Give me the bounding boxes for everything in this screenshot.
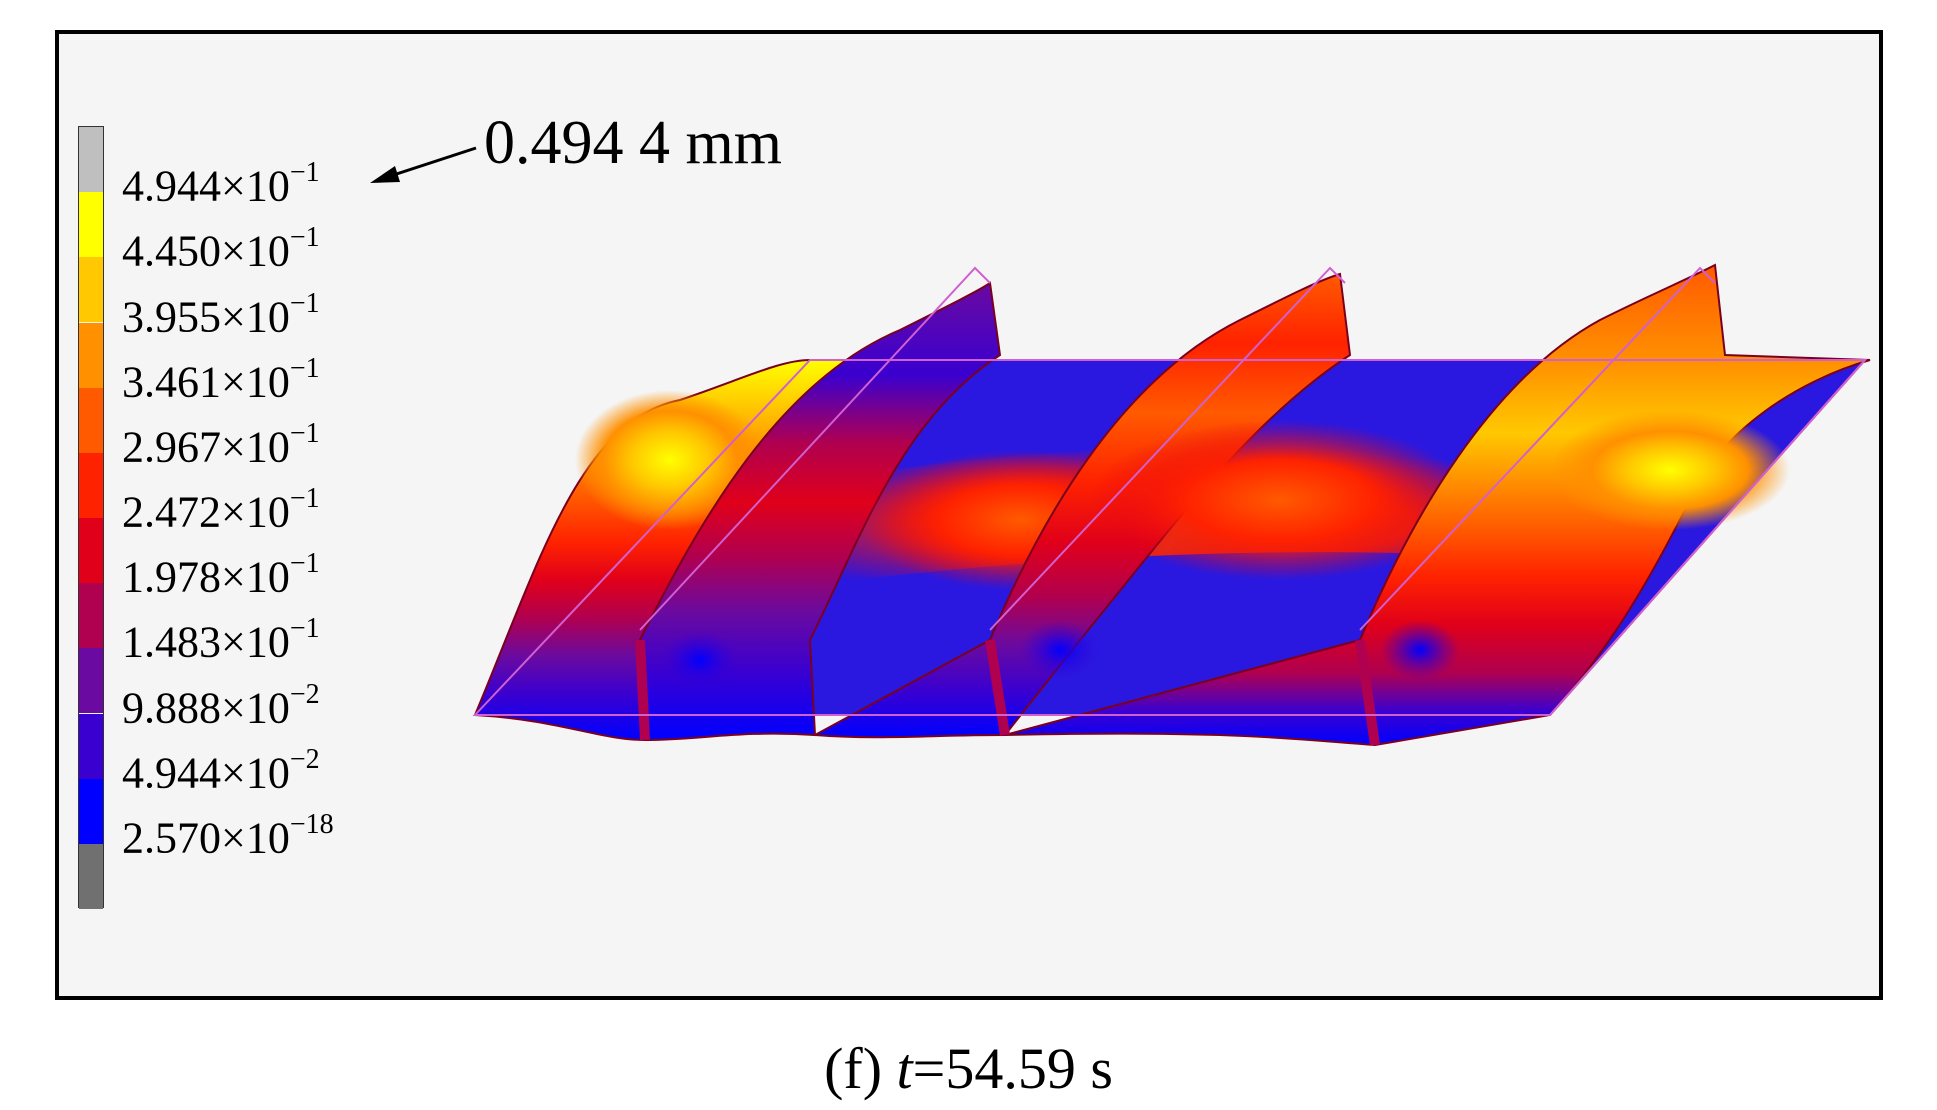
legend-swatch bbox=[79, 713, 103, 779]
legend-label: 2.570×10−18 bbox=[122, 808, 334, 863]
root-spot-1 bbox=[660, 630, 740, 690]
legend-label: 9.888×10−2 bbox=[122, 678, 320, 733]
legend-label: 3.955×10−1 bbox=[122, 287, 320, 342]
figure-caption: (f) t=54.59 s bbox=[0, 1040, 1937, 1098]
caption-time: =54.59 s bbox=[912, 1036, 1113, 1101]
legend-color-bar bbox=[78, 126, 104, 909]
legend-label: 1.483×10−1 bbox=[122, 613, 320, 667]
undeformed-wireframe bbox=[472, 266, 1868, 716]
legend-label: 1.978×10−1 bbox=[122, 548, 320, 602]
legend-label: 2.472×10−1 bbox=[122, 483, 320, 537]
legend-swatch bbox=[79, 648, 103, 714]
legend-swatch bbox=[79, 452, 103, 518]
blade-2-edge bbox=[635, 639, 650, 741]
root-spot-3 bbox=[1380, 620, 1460, 680]
legend-swatch-below-min bbox=[79, 843, 103, 909]
legend-swatch bbox=[79, 192, 103, 258]
legend-swatch bbox=[79, 518, 103, 584]
legend-swatch bbox=[79, 778, 103, 844]
legend-swatch bbox=[79, 387, 103, 453]
blade-2 bbox=[638, 281, 1002, 742]
legend-label: 4.944×10−1 bbox=[122, 157, 320, 211]
legend-label: 4.450×10−1 bbox=[122, 222, 320, 276]
legend-swatch bbox=[79, 257, 103, 323]
blade-3-warm-band bbox=[1090, 420, 1470, 580]
legend-label: 3.461×10−1 bbox=[122, 352, 320, 407]
legend-swatch bbox=[79, 583, 103, 649]
legend-label: 2.967×10−1 bbox=[122, 417, 320, 472]
blade-1-hot-spot bbox=[575, 390, 765, 530]
root-spot-2 bbox=[1020, 620, 1100, 680]
legend-swatch bbox=[79, 322, 103, 388]
blade-3-edge bbox=[985, 639, 1010, 736]
caption-prefix: (f) bbox=[824, 1036, 897, 1101]
caption-variable: t bbox=[896, 1036, 913, 1101]
blade-4-hot-spot bbox=[1550, 410, 1790, 530]
legend-swatch bbox=[79, 127, 103, 193]
legend-label: 4.944×10−2 bbox=[122, 743, 320, 798]
blade-4-edge bbox=[1355, 639, 1380, 746]
max-value-callout: 0.494 4 mm bbox=[484, 109, 782, 177]
